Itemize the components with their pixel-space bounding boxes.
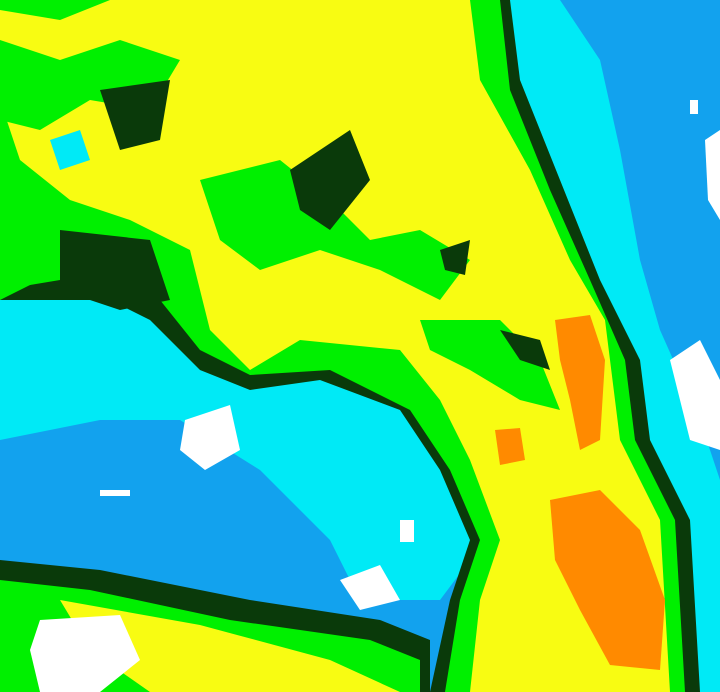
land-high: [0, 0, 670, 692]
cloud-atlantic: [670, 340, 720, 450]
cloud-southwest: [30, 615, 140, 692]
land-lowland-patch: [100, 80, 170, 150]
land-vegetation-patch: [420, 320, 560, 410]
land-vegetation-patch: [0, 220, 60, 300]
land-lowland-patch: [60, 230, 170, 310]
cloud-fleck: [400, 520, 414, 542]
cloud-gulf-small: [340, 565, 400, 610]
cloud-fleck: [690, 100, 698, 114]
cloud-fleck: [100, 490, 130, 496]
hot-zone-north: [555, 315, 605, 450]
land-south-strip-high: [60, 600, 400, 692]
hot-zone-small: [495, 428, 525, 465]
land-lowland-patch: [500, 330, 550, 370]
shallow-inlet: [50, 130, 90, 170]
land-lowland-patch: [290, 130, 370, 230]
land-vegetation-patch: [200, 160, 470, 300]
land-lowland-patch: [440, 240, 470, 275]
hot-zone-south: [550, 490, 665, 670]
cloud-gulf: [180, 405, 240, 470]
cloud-atlantic-north: [705, 130, 720, 220]
